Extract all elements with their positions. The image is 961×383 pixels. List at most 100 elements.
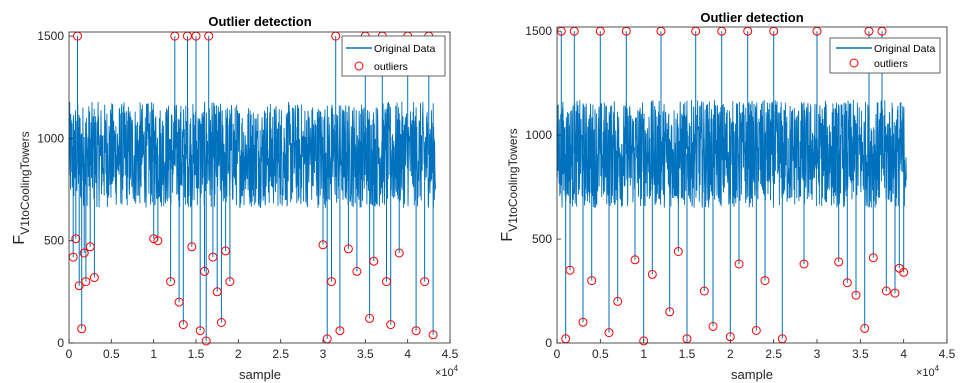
x-multiplier-exponent: 4 <box>454 364 459 373</box>
outlier-point <box>899 267 909 277</box>
chart-left: Outlier detection 0 0.5 1 1.5 2 2.5 3 3.5 4 4.5 0… <box>11 14 459 382</box>
svg-text:FV1toCoolingTowers: FV1toCoolingTowers <box>499 128 520 241</box>
outlier-point <box>174 297 184 307</box>
outlier-point <box>327 277 336 287</box>
outlier-point <box>77 324 87 334</box>
outlier-point <box>842 278 852 288</box>
outlier-point <box>335 326 345 336</box>
outlier-point <box>587 276 597 286</box>
y-tick-label: 1500 <box>37 29 64 43</box>
y-tick-label: 0 <box>57 336 64 350</box>
outlier-point <box>153 236 163 246</box>
legend-entry-outliers: outliers <box>374 61 408 73</box>
x-tick-label: 1 <box>640 347 647 361</box>
x-tick-label: 4 <box>900 347 907 361</box>
y-axis-label-main: F <box>11 235 28 245</box>
outlier-point <box>216 318 226 327</box>
x-tick-label: 2.5 <box>765 347 782 361</box>
y-axis-label: FV1toCoolingTowers <box>499 128 520 241</box>
legend-circle-symbol <box>849 58 859 68</box>
x-tick-label: 1.5 <box>679 347 696 361</box>
chart-right: Outlier detection 0 0.5 1 1.5 2 2.5 3 3.5 4 4.5 0… <box>499 10 956 382</box>
x-tick-label: 4.5 <box>939 347 956 361</box>
outlier-point <box>221 246 231 256</box>
legend: Original Data outliers <box>341 35 446 77</box>
x-tick-label: 0 <box>554 347 561 361</box>
axes-box <box>556 26 948 344</box>
x-tick-label: 4.5 <box>442 347 459 361</box>
legend-entry-original: Original Data <box>874 43 935 55</box>
x-tick-label: 1 <box>150 347 157 361</box>
outlier-point <box>578 317 588 327</box>
outlier-point <box>187 242 197 252</box>
x-tick-label: 3.5 <box>357 347 374 361</box>
y-tick-label: 500 <box>44 234 64 248</box>
x-tick-label: 2 <box>235 347 242 361</box>
x-axis-multiplier: ×104 <box>916 364 940 379</box>
outlier-point <box>868 253 878 263</box>
original-data-line <box>68 101 437 208</box>
x-tick-label: 4 <box>404 347 411 361</box>
y-tick-label: 0 <box>545 336 552 350</box>
y-axis-label-sub: V1toCoolingTowers <box>506 128 520 231</box>
outlier-point <box>81 277 91 287</box>
y-tick-label: 500 <box>532 232 552 246</box>
legend-entry-original: Original Data <box>374 43 435 55</box>
outlier-point <box>212 287 222 297</box>
outlier-point <box>74 281 84 291</box>
outlier-point <box>420 277 430 287</box>
y-axis-label: FV1toCoolingTowers <box>11 131 32 244</box>
outlier-point <box>71 234 81 244</box>
outlier-point <box>365 313 375 323</box>
outlier-point <box>200 266 209 276</box>
outlier-point <box>613 296 623 306</box>
legend-box <box>829 37 941 74</box>
outlier-point <box>799 259 809 269</box>
outlier-point <box>166 277 176 287</box>
outlier-point <box>79 248 89 258</box>
x-multiplier-exponent: 4 <box>935 364 940 373</box>
outlier-point <box>85 242 95 252</box>
y-axis-label-main: F <box>499 232 516 242</box>
outlier-point <box>369 256 379 266</box>
x-axis-label: sample <box>239 367 281 382</box>
outlier-point <box>834 257 844 267</box>
x-axis-multiplier: ×104 <box>435 364 459 379</box>
outlier-point <box>411 326 421 336</box>
x-tick-label: 3 <box>814 347 821 361</box>
legend-circle-symbol <box>354 61 364 71</box>
outlier-point <box>428 330 438 340</box>
outlier-point <box>881 286 891 296</box>
outlier-point <box>178 320 188 330</box>
legend-entry-outliers: outliers <box>874 58 908 70</box>
outlier-point <box>195 326 205 336</box>
y-tick-label: 1500 <box>525 24 552 38</box>
outlier-point <box>201 336 211 346</box>
outlier-point <box>851 290 861 300</box>
outlier-point <box>751 326 761 335</box>
outlier-point <box>708 321 718 331</box>
x-multiplier-base: ×10 <box>435 367 454 379</box>
outlier-point <box>734 259 744 269</box>
y-tick-label: 1000 <box>525 128 552 142</box>
x-tick-label: 3 <box>320 347 327 361</box>
outlier-point <box>149 234 159 244</box>
axes-box <box>68 31 451 344</box>
x-tick-label: 3.5 <box>852 347 869 361</box>
y-tick-label: 1000 <box>37 131 64 145</box>
x-tick-label: 0 <box>66 347 73 361</box>
outlier-point <box>89 273 99 282</box>
outlier-point <box>318 240 328 250</box>
outlier-point <box>225 277 235 287</box>
x-tick-label: 0.5 <box>592 347 609 361</box>
svg-text:FV1toCoolingTowers: FV1toCoolingTowers <box>11 131 32 244</box>
chart-title: Outlier detection <box>700 10 803 25</box>
x-tick-label: 0.5 <box>103 347 120 361</box>
outlier-point <box>673 247 683 256</box>
x-tick-label: 2.5 <box>272 347 289 361</box>
x-tick-label: 2 <box>727 347 734 361</box>
original-data-line <box>556 99 907 208</box>
outlier-point <box>343 244 353 254</box>
outlier-point <box>699 286 709 296</box>
